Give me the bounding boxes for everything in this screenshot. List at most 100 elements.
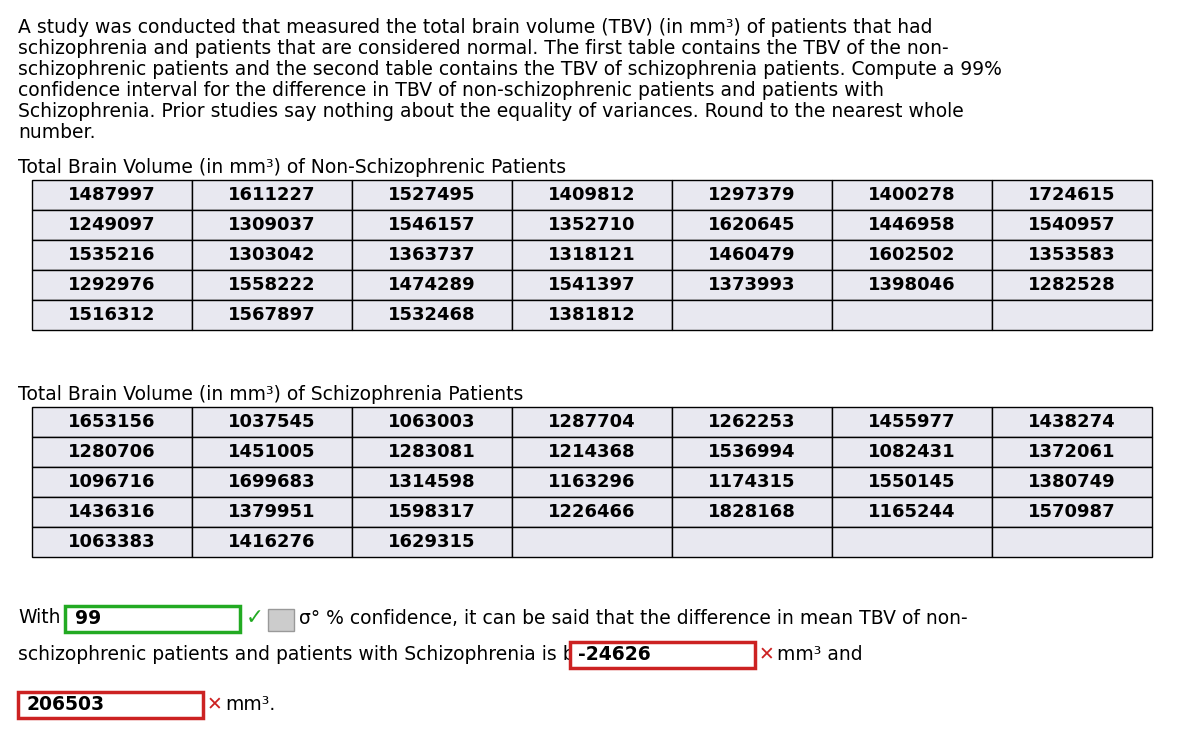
Text: mm³.: mm³.	[226, 696, 275, 714]
Text: ✓: ✓	[246, 608, 264, 628]
Bar	[672, 300, 832, 330]
Bar	[192, 300, 352, 330]
FancyBboxPatch shape	[18, 692, 203, 718]
Text: 1379951: 1379951	[228, 503, 316, 521]
Bar	[832, 240, 992, 270]
Text: -24626: -24626	[578, 646, 650, 664]
FancyBboxPatch shape	[65, 606, 240, 632]
Text: 1550145: 1550145	[869, 473, 955, 491]
Bar	[192, 210, 352, 240]
Bar	[352, 210, 512, 240]
Bar	[672, 527, 832, 557]
Bar	[512, 437, 672, 467]
Bar	[192, 240, 352, 270]
Bar	[992, 300, 1152, 330]
Bar	[192, 270, 352, 300]
Text: 1446958: 1446958	[868, 216, 956, 234]
Text: 1352710: 1352710	[548, 216, 636, 234]
Text: 1318121: 1318121	[548, 246, 636, 264]
Bar	[672, 437, 832, 467]
Bar	[512, 210, 672, 240]
Bar	[192, 527, 352, 557]
Text: 1532468: 1532468	[388, 306, 476, 324]
Bar	[352, 437, 512, 467]
Text: 1283081: 1283081	[388, 443, 476, 461]
Text: 1724615: 1724615	[1028, 186, 1116, 204]
Text: 1262253: 1262253	[708, 413, 796, 431]
Text: 1438274: 1438274	[1028, 413, 1116, 431]
Text: 1226466: 1226466	[548, 503, 636, 521]
Bar	[352, 270, 512, 300]
Text: 1373993: 1373993	[708, 276, 796, 294]
Text: 1516312: 1516312	[68, 306, 156, 324]
Bar	[992, 497, 1152, 527]
Bar	[352, 497, 512, 527]
Bar	[352, 300, 512, 330]
Text: 1535216: 1535216	[68, 246, 156, 264]
Bar	[512, 300, 672, 330]
Text: 1629315: 1629315	[389, 533, 475, 551]
Text: 1546157: 1546157	[389, 216, 475, 234]
Text: 1536994: 1536994	[708, 443, 796, 461]
Text: 1699683: 1699683	[228, 473, 316, 491]
Bar	[32, 437, 192, 467]
Text: 1063383: 1063383	[68, 533, 156, 551]
Bar	[832, 437, 992, 467]
Bar	[192, 467, 352, 497]
Text: 1381812: 1381812	[548, 306, 636, 324]
Text: 1570987: 1570987	[1028, 503, 1116, 521]
Bar	[512, 407, 672, 437]
Text: 1282528: 1282528	[1028, 276, 1116, 294]
Text: 1611227: 1611227	[228, 186, 316, 204]
Bar	[512, 527, 672, 557]
Text: A study was conducted that measured the total brain volume (TBV) (in mm³) of pat: A study was conducted that measured the …	[18, 18, 932, 37]
Text: 1540957: 1540957	[1028, 216, 1116, 234]
Text: 1487997: 1487997	[68, 186, 156, 204]
Bar	[832, 270, 992, 300]
Bar	[192, 497, 352, 527]
Text: 1398046: 1398046	[868, 276, 956, 294]
Text: 1598317: 1598317	[388, 503, 476, 521]
Bar	[832, 497, 992, 527]
Bar	[352, 240, 512, 270]
Text: 1828168: 1828168	[708, 503, 796, 521]
Text: 1165244: 1165244	[869, 503, 955, 521]
Text: 206503: 206503	[26, 696, 104, 714]
Bar	[32, 467, 192, 497]
Bar	[992, 270, 1152, 300]
Bar	[32, 407, 192, 437]
Bar	[832, 210, 992, 240]
Bar	[832, 527, 992, 557]
Bar	[672, 497, 832, 527]
Text: 1309037: 1309037	[228, 216, 316, 234]
Text: 1409812: 1409812	[548, 186, 636, 204]
Text: 99: 99	[74, 609, 101, 629]
Text: Schizophrenia. Prior studies say nothing about the equality of variances. Round : Schizophrenia. Prior studies say nothing…	[18, 102, 964, 121]
Bar	[32, 270, 192, 300]
Bar	[992, 180, 1152, 210]
Text: 1558222: 1558222	[228, 276, 316, 294]
Text: 1249097: 1249097	[68, 216, 156, 234]
Bar	[672, 467, 832, 497]
Bar	[352, 467, 512, 497]
Text: 1380749: 1380749	[1028, 473, 1116, 491]
Text: With: With	[18, 608, 60, 627]
Text: 1567897: 1567897	[228, 306, 316, 324]
Bar	[992, 210, 1152, 240]
Bar	[672, 270, 832, 300]
Text: 1303042: 1303042	[228, 246, 316, 264]
Text: 1287704: 1287704	[548, 413, 636, 431]
Text: 1372061: 1372061	[1028, 443, 1116, 461]
Text: Total Brain Volume (in mm³) of Schizophrenia Patients: Total Brain Volume (in mm³) of Schizophr…	[18, 385, 523, 404]
Text: number.: number.	[18, 123, 96, 142]
Bar	[992, 437, 1152, 467]
Text: 1474289: 1474289	[388, 276, 476, 294]
Bar	[672, 180, 832, 210]
Text: 1602502: 1602502	[869, 246, 955, 264]
Bar	[352, 527, 512, 557]
Bar	[32, 240, 192, 270]
Bar	[32, 527, 192, 557]
Bar	[672, 210, 832, 240]
Text: 1460479: 1460479	[708, 246, 796, 264]
Text: 1292976: 1292976	[68, 276, 156, 294]
